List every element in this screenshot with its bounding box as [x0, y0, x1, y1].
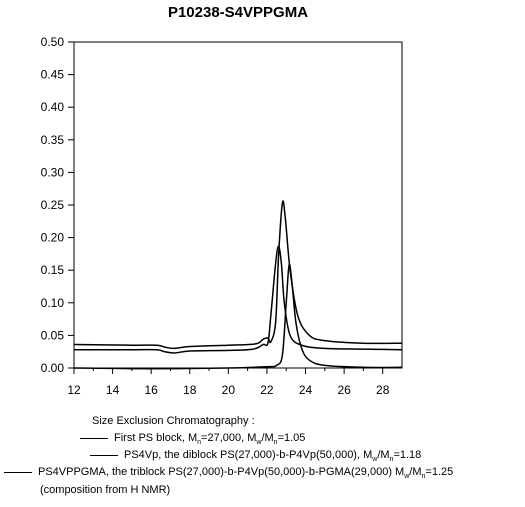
caption-note-text: (composition from H NMR)	[40, 484, 171, 496]
legend-line-1	[80, 437, 108, 439]
legend-triblock: PS4VPPGMA, the triblock PS(27,000)-b-P4V…	[4, 466, 454, 481]
legend-sub: n	[273, 439, 278, 447]
chart-title: P10238-S4VPPGMA	[168, 4, 308, 21]
legend-text-3: PS4VPPGMA, the triblock PS(27,000)-b-P4V…	[38, 466, 405, 478]
legend-text-1d: =1.05	[277, 432, 306, 444]
x-tick-label: 28	[376, 383, 390, 397]
legend-line-2	[90, 454, 118, 456]
legend-text-1: First PS block, M	[114, 432, 198, 444]
legend-first-ps-block: First PS block, Mn=27,000, Mw/Mn=1.05	[80, 432, 306, 447]
x-axis: 12 14 16 18 20 22 24 26 28	[67, 368, 390, 397]
plot-frame	[73, 41, 403, 369]
legend-text-2b: /M	[377, 449, 390, 461]
legend-sub: w	[372, 456, 378, 464]
y-tick-label: 0.30	[41, 165, 65, 179]
x-tick-label: 22	[260, 383, 274, 397]
legend-text-1b: =27,000, M	[201, 432, 257, 444]
legend-sub: n	[197, 439, 202, 447]
legend-text-3c: =1.25	[425, 466, 454, 478]
series-line-2	[74, 245, 403, 354]
legend-diblock: PS4Vp, the diblock PS(27,000)-b-P4Vp(50,…	[90, 449, 422, 464]
legend-sub: n	[389, 456, 394, 464]
caption-heading-text: Size Exclusion Chromatography :	[92, 415, 255, 427]
y-tick-label: 0.00	[41, 361, 65, 375]
legend-text-3b: /M	[409, 466, 422, 478]
y-tick-label: 0.40	[41, 100, 65, 114]
legend-sub: n	[421, 473, 426, 481]
y-axis: 0.00 0.05 0.10 0.15 0.20 0.25 0.30 0.35 0.40 0.45…	[41, 35, 74, 375]
x-tick-label: 26	[337, 383, 351, 397]
y-tick-label: 0.35	[41, 133, 65, 147]
legend-sub: w	[404, 473, 410, 481]
y-tick-label: 0.05	[41, 328, 65, 342]
x-tick-label: 12	[67, 383, 81, 397]
y-tick-label: 0.10	[41, 296, 65, 310]
x-tick-label: 14	[106, 383, 120, 397]
y-tick-label: 0.50	[41, 35, 65, 49]
series-line-1	[73, 263, 403, 370]
x-tick-label: 24	[299, 383, 313, 397]
sec-chart: P10238-S4VPPGMA 0.00 0.05 0.10 0.15 0.20 0.25…	[41, 4, 403, 397]
y-tick-label: 0.25	[41, 198, 65, 212]
series-line-3	[73, 200, 403, 350]
x-tick-label: 20	[222, 383, 236, 397]
legend-text-2: PS4Vp, the diblock PS(27,000)-b-P4Vp(50,…	[124, 449, 373, 461]
caption-note: (composition from H NMR)	[40, 484, 170, 497]
legend-line-3	[4, 471, 32, 473]
x-tick-label: 18	[183, 383, 197, 397]
series-layer	[73, 200, 403, 370]
x-tick-label: 16	[144, 383, 158, 397]
y-tick-label: 0.20	[41, 231, 65, 245]
legend-text-1c: /M	[261, 432, 274, 444]
legend-sub: w	[256, 439, 262, 447]
y-tick-label: 0.45	[41, 68, 65, 82]
y-tick-label: 0.15	[41, 263, 65, 277]
legend-text-2c: =1.18	[393, 449, 422, 461]
caption-heading: Size Exclusion Chromatography :	[92, 415, 255, 428]
